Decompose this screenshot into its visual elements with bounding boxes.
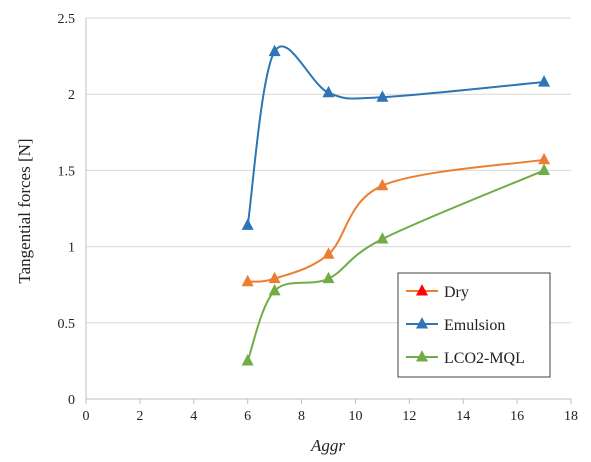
data-point-lco2-mql — [538, 163, 551, 175]
y-tick-label: 0.5 — [58, 317, 76, 332]
data-point-lco2-mql — [322, 271, 335, 284]
y-tick-label: 2 — [68, 88, 75, 103]
data-point-emulsion — [376, 90, 389, 102]
legend-marker-dry — [416, 284, 428, 296]
data-point-emulsion — [241, 218, 254, 230]
x-tick-label: 4 — [190, 409, 197, 424]
legend-label-lco2-mql: LCO2-MQL — [444, 350, 525, 367]
legend-marker-emulsion — [416, 317, 428, 329]
series-lines — [246, 45, 545, 362]
data-point-dry — [376, 178, 389, 191]
x-tick-label: 0 — [83, 409, 90, 424]
x-tick-label: 10 — [348, 409, 362, 424]
x-tick-label: 14 — [456, 409, 470, 424]
data-point-dry — [268, 271, 281, 284]
x-tick-label: 2 — [136, 409, 143, 424]
legend: Dry Emulsion LCO2-MQL — [397, 272, 551, 378]
data-point-lco2-mql — [241, 354, 254, 366]
x-tick-label: 16 — [510, 409, 524, 424]
data-point-dry — [322, 247, 335, 259]
legend-label-dry: Dry — [444, 284, 469, 301]
x-tick-label: 12 — [402, 409, 416, 424]
data-point-emulsion — [538, 75, 551, 87]
data-markers — [241, 44, 551, 366]
series-line-lco2-mql — [246, 169, 545, 362]
y-tick-label: 0 — [68, 393, 75, 408]
data-point-dry — [538, 152, 551, 165]
x-tick-label: 8 — [298, 409, 305, 424]
y-tick-label: 1 — [68, 241, 75, 256]
y-axis-title: Tangential forces [N] — [15, 138, 34, 283]
data-point-lco2-mql — [268, 283, 281, 296]
x-tick-label: 18 — [564, 409, 578, 424]
x-tick-label: 6 — [244, 409, 251, 424]
x-axis-title: Aggr — [310, 436, 345, 455]
data-point-emulsion — [322, 85, 335, 98]
legend-marker-lco2-mql — [416, 350, 428, 362]
y-tick-label: 1.5 — [58, 164, 76, 179]
legend-label-emulsion: Emulsion — [444, 317, 505, 334]
data-point-dry — [241, 274, 254, 287]
y-tick-label: 2.5 — [58, 12, 76, 27]
data-point-emulsion — [268, 44, 281, 57]
series-line-emulsion — [246, 45, 545, 226]
tick-labels: 0 2 4 6 8 10 12 14 16 18 0 0.5 1 1.5 2 2.5 — [58, 12, 579, 424]
data-point-lco2-mql — [376, 232, 389, 244]
series-line-dry — [247, 158, 545, 283]
axes — [85, 18, 572, 404]
